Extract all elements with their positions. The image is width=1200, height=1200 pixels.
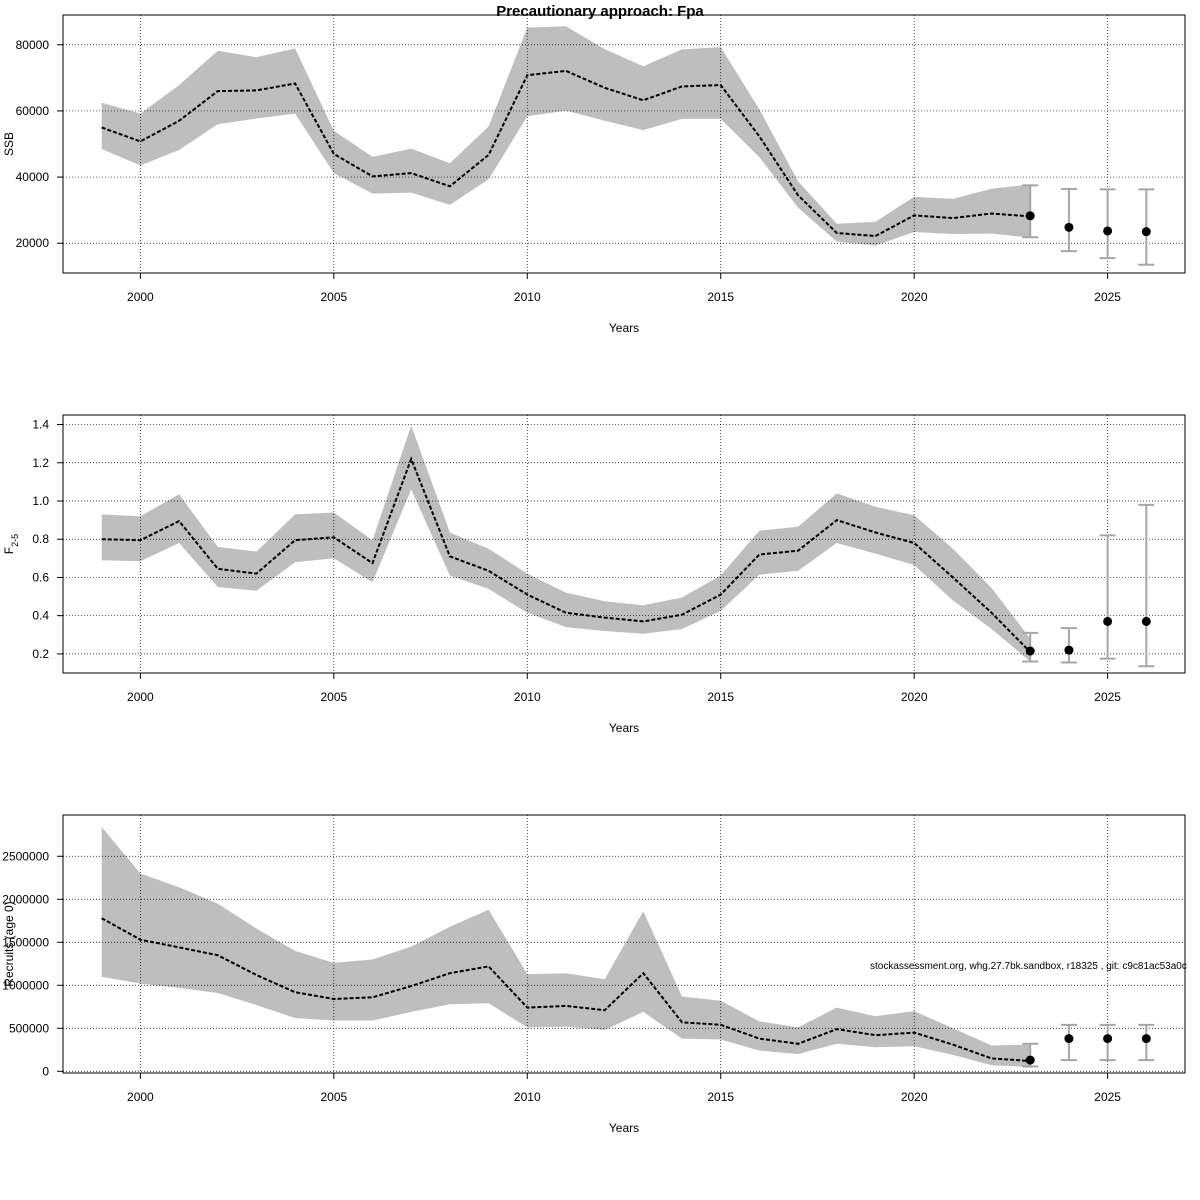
x-axis-label: Years: [609, 321, 639, 335]
plot-frame: [62, 814, 1186, 1074]
y-axis-label: F2-5: [2, 534, 20, 554]
x-tick-label: 2000: [127, 290, 154, 304]
confidence-band: [101, 425, 1031, 662]
x-tick-label: 2020: [901, 690, 928, 704]
y-tick-label: 40000: [16, 170, 50, 184]
y-tick-label: 0.4: [32, 609, 49, 623]
y-tick-label: 1.4: [32, 418, 49, 432]
y-tick-label: 2500000: [2, 849, 49, 863]
forecast-point: [1064, 1034, 1074, 1044]
forecast-point: [1025, 646, 1035, 656]
x-axis-label: Years: [609, 721, 639, 735]
forecast-point: [1103, 616, 1113, 626]
forecast-point: [1103, 1034, 1113, 1044]
y-tick-label: 0.8: [32, 532, 49, 546]
y-tick-label: 80000: [16, 38, 50, 52]
panel-ssb: 2000 2005 2010 2015 2020 2025 20000 40000 60000 8…: [2, 14, 1186, 335]
y-tick-label: 1500000: [2, 935, 49, 949]
forecast-point: [1141, 1034, 1151, 1044]
x-tick-label: 2005: [320, 1090, 347, 1104]
x-tick-label: 2025: [1094, 690, 1121, 704]
x-tick-label: 2000: [127, 690, 154, 704]
x-tick-label: 2015: [707, 290, 734, 304]
y-axis-label: SSB: [2, 132, 16, 156]
y-tick-label: 0.2: [32, 647, 49, 661]
confidence-band: [101, 26, 1031, 246]
x-tick-label: 2015: [707, 690, 734, 704]
x-tick-label: 2010: [514, 690, 541, 704]
plot-frame: [62, 14, 1186, 274]
y-tick-label: 1.2: [32, 456, 49, 470]
figure-title: Precautionary approach: Fpa: [496, 3, 704, 20]
x-tick-label: 2020: [901, 1090, 928, 1104]
forecast-point: [1103, 226, 1113, 236]
y-tick-label: 0: [42, 1064, 49, 1078]
forecast-point: [1064, 645, 1074, 655]
x-tick-label: 2020: [901, 290, 928, 304]
forecast-point: [1141, 227, 1151, 237]
forecast-point: [1025, 1055, 1035, 1065]
y-axis-label: Recruits (age 0): [2, 901, 16, 986]
forecast-point: [1141, 616, 1151, 626]
panel-recruits: 2000 2005 2010 2015 2020 2025 0 500000 1000000 15…: [2, 814, 1186, 1135]
x-axis-label: Years: [609, 1121, 639, 1135]
forecast-point: [1064, 222, 1074, 232]
x-tick-label: 2000: [127, 1090, 154, 1104]
x-tick-label: 2010: [514, 1090, 541, 1104]
y-tick-label: 1000000: [2, 978, 49, 992]
plot-frame: [62, 414, 1186, 674]
y-axis-label-subscript: 2-5: [10, 534, 20, 547]
y-tick-label: 500000: [9, 1021, 49, 1035]
x-tick-label: 2010: [514, 290, 541, 304]
x-tick-label: 2015: [707, 1090, 734, 1104]
estimate-line: [101, 69, 1031, 238]
y-tick-label: 1.0: [32, 494, 49, 508]
y-tick-label: 60000: [16, 104, 50, 118]
confidence-band: [101, 827, 1031, 1067]
x-tick-label: 2005: [320, 290, 347, 304]
panel-fishing-mortality: 2000 2005 2010 2015 2020 2025 0.2 0.4 0.6 0.8 1.0 1…: [2, 414, 1186, 735]
x-tick-label: 2025: [1094, 290, 1121, 304]
estimate-line: [101, 456, 1031, 653]
y-tick-label: 2000000: [2, 892, 49, 906]
x-tick-label: 2025: [1094, 1090, 1121, 1104]
y-tick-label: 0.6: [32, 570, 49, 584]
x-tick-label: 2005: [320, 690, 347, 704]
y-tick-label: 20000: [16, 236, 50, 250]
footer-note: stockassessment.org, whg.27.7bk.sandbox,…: [870, 961, 1187, 972]
forecast-point: [1025, 211, 1035, 221]
